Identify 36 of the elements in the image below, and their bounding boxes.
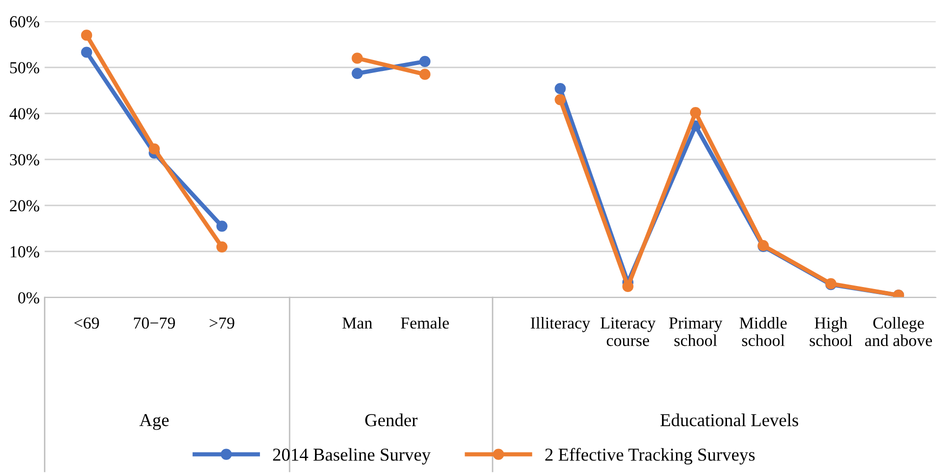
- x-tick-label: >79: [210, 317, 234, 329]
- point: [148, 143, 160, 154]
- x-tick-label: Man: [342, 318, 372, 329]
- point: [419, 68, 430, 80]
- point: [81, 30, 92, 41]
- x-tick-label: College and above: [865, 316, 932, 346]
- point: [216, 241, 228, 252]
- point: [419, 56, 430, 68]
- point: [554, 94, 566, 106]
- x-tick-label: Female: [400, 316, 449, 329]
- point: [216, 220, 228, 232]
- x-tick-label: High school: [810, 316, 852, 346]
- y-tick-label: 40%: [10, 108, 40, 120]
- legend-label: 2 Effective Tracking Surveys: [545, 448, 755, 465]
- point: [352, 52, 363, 64]
- point: [81, 46, 92, 58]
- x-tick-label: <69: [74, 317, 99, 329]
- y-tick-label: 0%: [18, 292, 40, 304]
- x-tick-label: Literacy course: [600, 317, 656, 346]
- y-tick-label: 30%: [10, 154, 40, 166]
- point: [352, 68, 363, 79]
- x-tick-label: Middle school: [740, 316, 787, 346]
- legend-label: 2014 Baseline Survey: [273, 448, 431, 465]
- y-tick-label: 20%: [10, 200, 40, 212]
- text: Gender: [365, 414, 418, 426]
- y-tick-label: 60%: [10, 16, 40, 28]
- text: Age: [139, 414, 169, 430]
- x-tick-label: Primary school: [669, 317, 722, 346]
- point: [690, 106, 702, 118]
- x-tick-label: Illiteracy: [530, 316, 590, 332]
- point: [622, 280, 634, 292]
- y-tick-label: 50%: [10, 62, 40, 74]
- y-tick-label: 10%: [10, 246, 40, 258]
- x-tick-label: 70−79: [134, 317, 175, 329]
- text: Educational Levels: [660, 414, 798, 426]
- point: [554, 83, 566, 94]
